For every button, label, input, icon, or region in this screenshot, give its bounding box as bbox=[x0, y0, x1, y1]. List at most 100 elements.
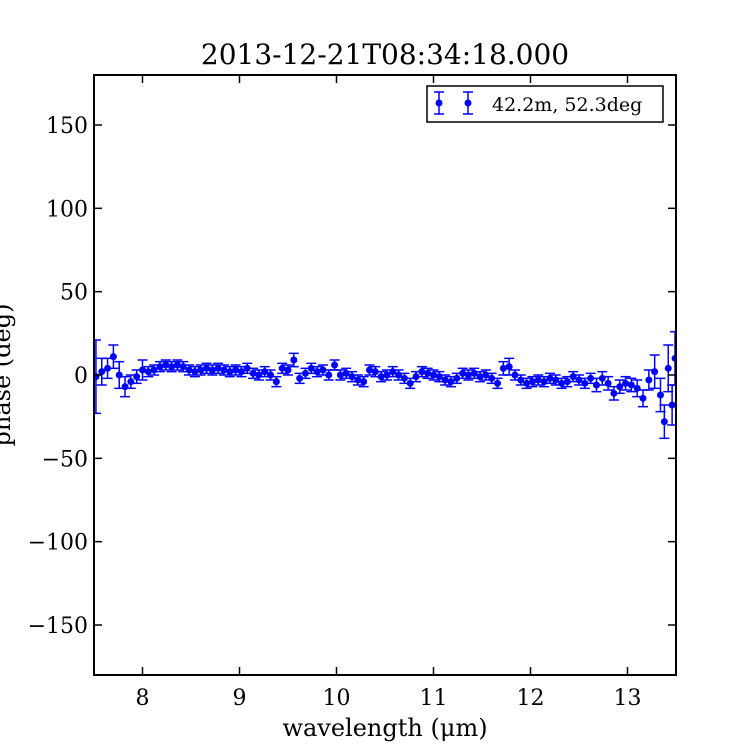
x-tick-label: 10 bbox=[323, 686, 351, 711]
data-point bbox=[203, 364, 211, 372]
data-point bbox=[243, 364, 251, 372]
data-point bbox=[523, 379, 531, 387]
data-point bbox=[267, 371, 275, 379]
data-point bbox=[127, 378, 135, 386]
data-point bbox=[301, 369, 309, 377]
data-point bbox=[453, 374, 461, 382]
data-point bbox=[488, 374, 496, 382]
data-point bbox=[365, 366, 373, 374]
data-point bbox=[418, 368, 426, 376]
data-point-group bbox=[659, 404, 670, 440]
data-point-group bbox=[137, 359, 148, 381]
data-point bbox=[377, 373, 385, 381]
x-tick-label: 8 bbox=[136, 686, 150, 711]
data-point bbox=[430, 371, 437, 379]
legend-marker bbox=[434, 91, 473, 115]
data-point-group bbox=[160, 359, 171, 371]
y-tick-label: 150 bbox=[46, 114, 88, 139]
data-point bbox=[581, 379, 589, 387]
data-point bbox=[168, 363, 176, 371]
data-point bbox=[464, 371, 472, 379]
plot-frame bbox=[93, 74, 677, 676]
data-point-group bbox=[283, 364, 293, 376]
data-point-group bbox=[306, 362, 317, 375]
data-point-group bbox=[294, 372, 305, 385]
data-point bbox=[121, 383, 129, 391]
data-point bbox=[319, 366, 327, 374]
data-point bbox=[98, 368, 106, 376]
data-point bbox=[671, 354, 676, 362]
data-point bbox=[505, 363, 513, 371]
data-point bbox=[325, 371, 333, 379]
y-tick-label: 0 bbox=[74, 364, 88, 389]
data-point-group bbox=[96, 357, 107, 386]
data-point-group bbox=[486, 372, 497, 385]
data-point bbox=[197, 366, 205, 374]
data-point bbox=[668, 401, 676, 409]
data-point-group bbox=[492, 377, 503, 390]
data-point bbox=[511, 371, 519, 379]
data-point bbox=[412, 373, 420, 381]
data-point bbox=[214, 364, 222, 372]
data-point-group bbox=[184, 364, 195, 376]
y-axis: −150 −100 −50 0 50 100 150 bbox=[28, 114, 676, 639]
data-point bbox=[144, 368, 152, 376]
data-point-group bbox=[352, 374, 363, 386]
data-point bbox=[592, 381, 600, 389]
legend-label: 42.2m, 52.3deg bbox=[492, 94, 642, 116]
data-point-group bbox=[358, 375, 369, 388]
data-point bbox=[558, 379, 566, 387]
data-point-group bbox=[649, 354, 660, 390]
data-point-group bbox=[608, 385, 619, 401]
data-point-group bbox=[475, 370, 486, 383]
data-point-group bbox=[370, 365, 381, 378]
data-point-group bbox=[626, 377, 637, 393]
data-point-group bbox=[277, 362, 288, 375]
data-point bbox=[232, 366, 240, 374]
data-point bbox=[220, 366, 228, 374]
data-point-group bbox=[207, 364, 218, 376]
chart-title: 2013-12-21T08:34:18.000 bbox=[201, 38, 569, 71]
data-point bbox=[354, 376, 362, 384]
data-point bbox=[476, 373, 484, 381]
data-point bbox=[656, 391, 664, 399]
data-point bbox=[459, 369, 467, 377]
data-point-group bbox=[457, 367, 468, 380]
data-point bbox=[109, 353, 117, 361]
data-point-group bbox=[562, 375, 573, 388]
data-point bbox=[290, 356, 298, 364]
data-point bbox=[528, 378, 536, 386]
data-point bbox=[499, 364, 507, 372]
x-axis: 8 9 10 11 12 13 bbox=[136, 75, 642, 711]
data-point bbox=[651, 368, 659, 376]
data-point-group bbox=[463, 369, 474, 381]
data-point bbox=[185, 366, 193, 374]
data-point-group bbox=[189, 365, 200, 378]
data-point bbox=[162, 361, 170, 369]
data-point-group bbox=[317, 364, 328, 376]
data-point-group bbox=[376, 370, 387, 383]
data-point-group bbox=[364, 364, 375, 376]
x-tick-label: 13 bbox=[614, 686, 642, 711]
data-point-group bbox=[440, 374, 451, 386]
data-point-group bbox=[533, 374, 544, 386]
data-point-group bbox=[614, 379, 625, 395]
data-point bbox=[645, 376, 653, 384]
data-point bbox=[284, 366, 292, 374]
data-point-group bbox=[195, 364, 206, 376]
data-point bbox=[139, 366, 146, 374]
data-point-group bbox=[620, 375, 631, 391]
y-axis-label: phase (deg) bbox=[0, 304, 16, 447]
data-point bbox=[604, 379, 612, 387]
data-point bbox=[622, 379, 630, 387]
data-point bbox=[336, 371, 344, 379]
data-point-group bbox=[422, 367, 433, 380]
legend: 42.2m, 52.3deg bbox=[426, 85, 664, 123]
data-point bbox=[156, 363, 164, 371]
data-point-group bbox=[411, 370, 422, 383]
data-point-group bbox=[271, 375, 282, 388]
data-point bbox=[272, 378, 280, 386]
data-point bbox=[226, 368, 234, 376]
data-point bbox=[546, 374, 554, 382]
